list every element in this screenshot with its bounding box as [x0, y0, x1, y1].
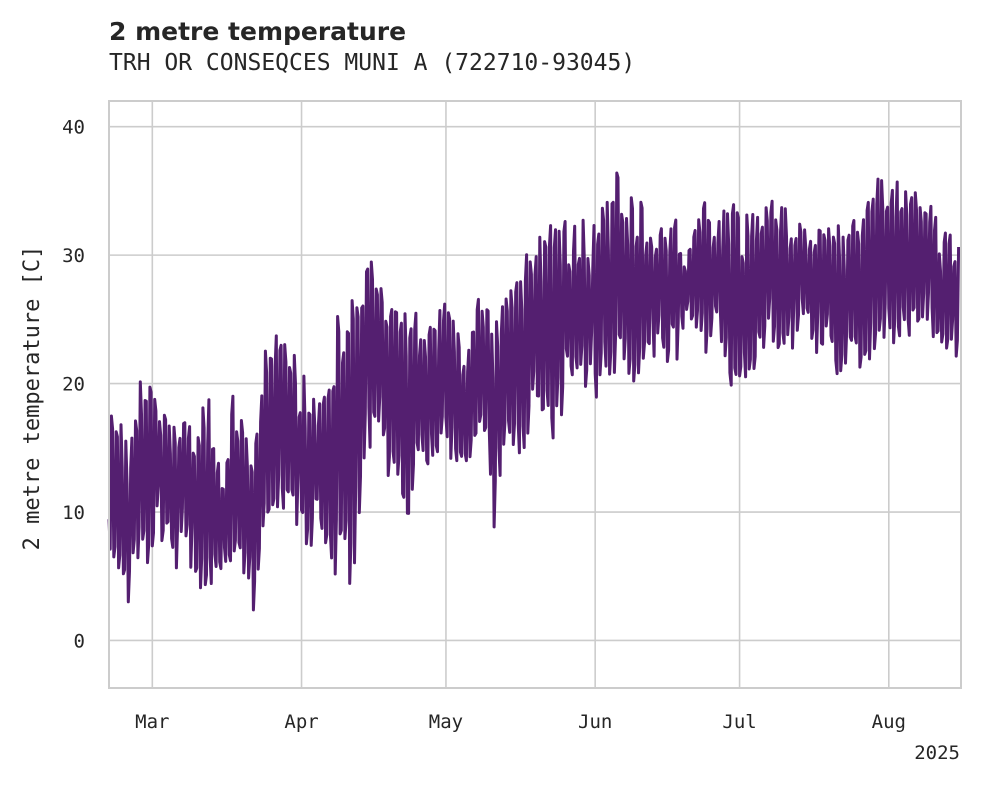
- chart-subtitle: TRH OR CONSEQCES MUNI A (722710-93045): [109, 50, 636, 76]
- x-tick-label: Jun: [578, 711, 612, 733]
- y-tick-label: 0: [74, 630, 85, 652]
- y-tick-label: 40: [62, 117, 85, 139]
- x-tick-label: Aug: [872, 711, 906, 733]
- x-tick-label: Mar: [135, 711, 169, 733]
- temperature-line: [107, 171, 961, 612]
- year-label: 2025: [914, 742, 960, 764]
- y-tick-label: 20: [62, 374, 85, 396]
- y-tick-label: 10: [62, 502, 85, 524]
- series-group: [107, 171, 961, 612]
- y-tick-label: 30: [62, 245, 85, 267]
- chart-title: 2 metre temperature: [109, 17, 407, 46]
- plot-frame: [108, 100, 962, 689]
- y-axis-ticks: 0 10 20 30 40: [62, 117, 85, 653]
- grid-lines: [109, 101, 961, 688]
- x-axis-ticks: Mar Apr May Jun Jul Aug: [135, 711, 906, 733]
- x-tick-label: May: [429, 711, 463, 733]
- x-tick-label: Jul: [722, 711, 756, 733]
- x-tick-label: Apr: [284, 711, 318, 733]
- y-axis-label: 2 metre temperature [C]: [20, 246, 45, 551]
